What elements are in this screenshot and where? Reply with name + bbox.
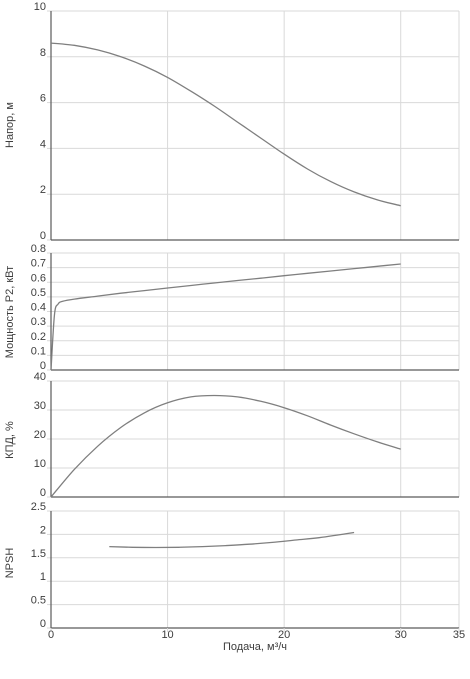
y-axis-title: Напор, м xyxy=(4,102,16,148)
x-tick-label: 0 xyxy=(48,629,54,641)
y-tick-label: 2.5 xyxy=(31,501,46,513)
chart-panel-3: 0 10 20 30 40 КПД, % xyxy=(4,371,460,499)
y-tick-label: 2 xyxy=(40,524,46,536)
series-line-1-1 xyxy=(50,42,401,207)
chart-panel-4: 0 0.5 1 1.5 2 2.5 NPSH 0 10 20 30 35 Подача, м³/ч xyxy=(4,501,465,653)
series-line-4-1 xyxy=(109,531,355,549)
chart-panel-2: 0 0.1 0.2 0.3 0.4 0.5 0.6 0.7 0.8 Мощность Р2, кВ… xyxy=(4,243,460,372)
x-axis-title: Подача, м³/ч xyxy=(223,641,287,653)
x-tick-label: 10 xyxy=(161,629,173,641)
y-tick-label: 2 xyxy=(40,184,46,196)
y-tick-label: 0.7 xyxy=(31,258,46,270)
series-line-3-1 xyxy=(50,394,401,498)
y-axis-title: КПД, % xyxy=(4,421,16,459)
x-tick-label: 30 xyxy=(395,629,407,641)
y-axis-title: Мощность Р2, кВт xyxy=(4,266,16,358)
y-tick-label: 0 xyxy=(40,230,46,242)
y-tick-label: 6 xyxy=(40,93,46,105)
y-tick-label: 0.5 xyxy=(31,595,46,607)
x-tick-label: 35 xyxy=(453,629,465,641)
y-tick-label: 40 xyxy=(34,371,46,383)
y-tick-label: 10 xyxy=(34,458,46,470)
y-tick-label: 0.3 xyxy=(31,316,46,328)
y-tick-label: 1 xyxy=(40,571,46,583)
y-tick-label: 20 xyxy=(34,429,46,441)
y-tick-label: 0 xyxy=(40,360,46,372)
y-tick-label: 0.5 xyxy=(31,287,46,299)
y-tick-label: 8 xyxy=(40,47,46,59)
y-axis-title: NPSH xyxy=(4,548,16,579)
y-tick-label: 4 xyxy=(40,138,46,150)
series-line-2-1 xyxy=(50,263,401,371)
y-tick-label: 1.5 xyxy=(31,548,46,560)
chart-panel-1: 0 2 4 6 8 10 Напор, м xyxy=(4,1,460,242)
y-tick-label: 0.2 xyxy=(31,331,46,343)
y-tick-label: 30 xyxy=(34,400,46,412)
y-tick-label: 0 xyxy=(40,487,46,499)
y-tick-label: 0.8 xyxy=(31,243,46,255)
y-tick-label: 10 xyxy=(34,1,46,13)
y-tick-label: 0 xyxy=(40,618,46,630)
x-tick-label: 20 xyxy=(278,629,290,641)
y-tick-label: 0.1 xyxy=(31,345,46,357)
y-tick-label: 0.6 xyxy=(31,272,46,284)
y-tick-label: 0.4 xyxy=(31,302,46,314)
